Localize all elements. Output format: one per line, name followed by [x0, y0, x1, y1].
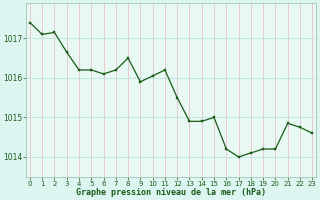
- X-axis label: Graphe pression niveau de la mer (hPa): Graphe pression niveau de la mer (hPa): [76, 188, 266, 197]
